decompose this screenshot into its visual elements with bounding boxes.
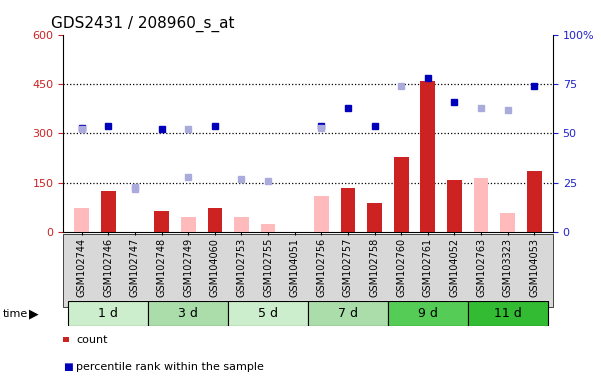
Text: 7 d: 7 d xyxy=(338,308,358,320)
Bar xyxy=(261,224,275,232)
Text: ■: ■ xyxy=(63,362,73,372)
Bar xyxy=(181,217,195,232)
Bar xyxy=(75,208,89,232)
Bar xyxy=(69,301,148,326)
Bar xyxy=(228,301,308,326)
Text: count: count xyxy=(76,335,108,345)
Bar xyxy=(447,180,462,232)
Text: 1 d: 1 d xyxy=(99,308,118,320)
Bar xyxy=(101,191,115,232)
Bar xyxy=(154,211,169,232)
Bar xyxy=(394,157,409,232)
Text: GDS2431 / 208960_s_at: GDS2431 / 208960_s_at xyxy=(51,15,234,31)
Text: ▶: ▶ xyxy=(29,308,38,320)
Bar xyxy=(468,301,548,326)
Text: 3 d: 3 d xyxy=(178,308,198,320)
Bar xyxy=(388,301,468,326)
Bar xyxy=(314,196,329,232)
Text: 9 d: 9 d xyxy=(418,308,438,320)
Bar xyxy=(527,171,542,232)
Bar xyxy=(367,203,382,232)
Bar xyxy=(148,301,228,326)
Bar xyxy=(474,178,489,232)
Text: time: time xyxy=(3,309,28,319)
Text: 11 d: 11 d xyxy=(494,308,522,320)
Bar xyxy=(308,301,388,326)
Bar xyxy=(207,208,222,232)
Bar xyxy=(421,81,435,232)
Bar xyxy=(501,213,515,232)
Text: 5 d: 5 d xyxy=(258,308,278,320)
Text: percentile rank within the sample: percentile rank within the sample xyxy=(76,362,264,372)
Bar xyxy=(341,188,355,232)
Bar xyxy=(234,217,249,232)
